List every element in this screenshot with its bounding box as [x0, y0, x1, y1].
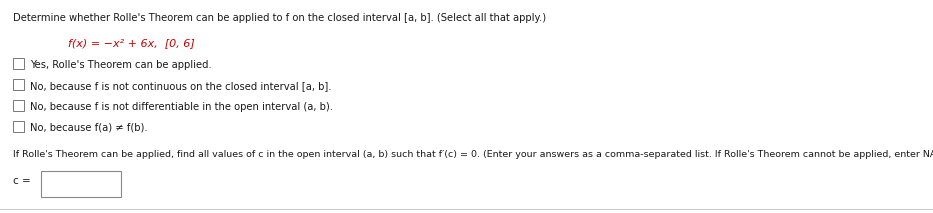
Bar — [13, 58, 24, 69]
Bar — [41, 171, 121, 197]
Text: Yes, Rolle's Theorem can be applied.: Yes, Rolle's Theorem can be applied. — [30, 60, 212, 70]
Text: No, because f is not continuous on the closed interval [a, b].: No, because f is not continuous on the c… — [30, 81, 331, 91]
Text: No, because f is not differentiable in the open interval (a, b).: No, because f is not differentiable in t… — [30, 102, 333, 112]
Text: c =: c = — [13, 176, 31, 186]
Text: f(x) = −x² + 6x,  [0, 6]: f(x) = −x² + 6x, [0, 6] — [68, 38, 195, 48]
Bar — [13, 121, 24, 132]
Text: No, because f(a) ≠ f(b).: No, because f(a) ≠ f(b). — [30, 123, 147, 133]
Text: Determine whether Rolle's Theorem can be applied to f on the closed interval [a,: Determine whether Rolle's Theorem can be… — [13, 13, 546, 23]
Bar — [13, 79, 24, 90]
Text: If Rolle's Theorem can be applied, find all values of c in the open interval (a,: If Rolle's Theorem can be applied, find … — [13, 150, 933, 159]
Bar — [13, 100, 24, 111]
